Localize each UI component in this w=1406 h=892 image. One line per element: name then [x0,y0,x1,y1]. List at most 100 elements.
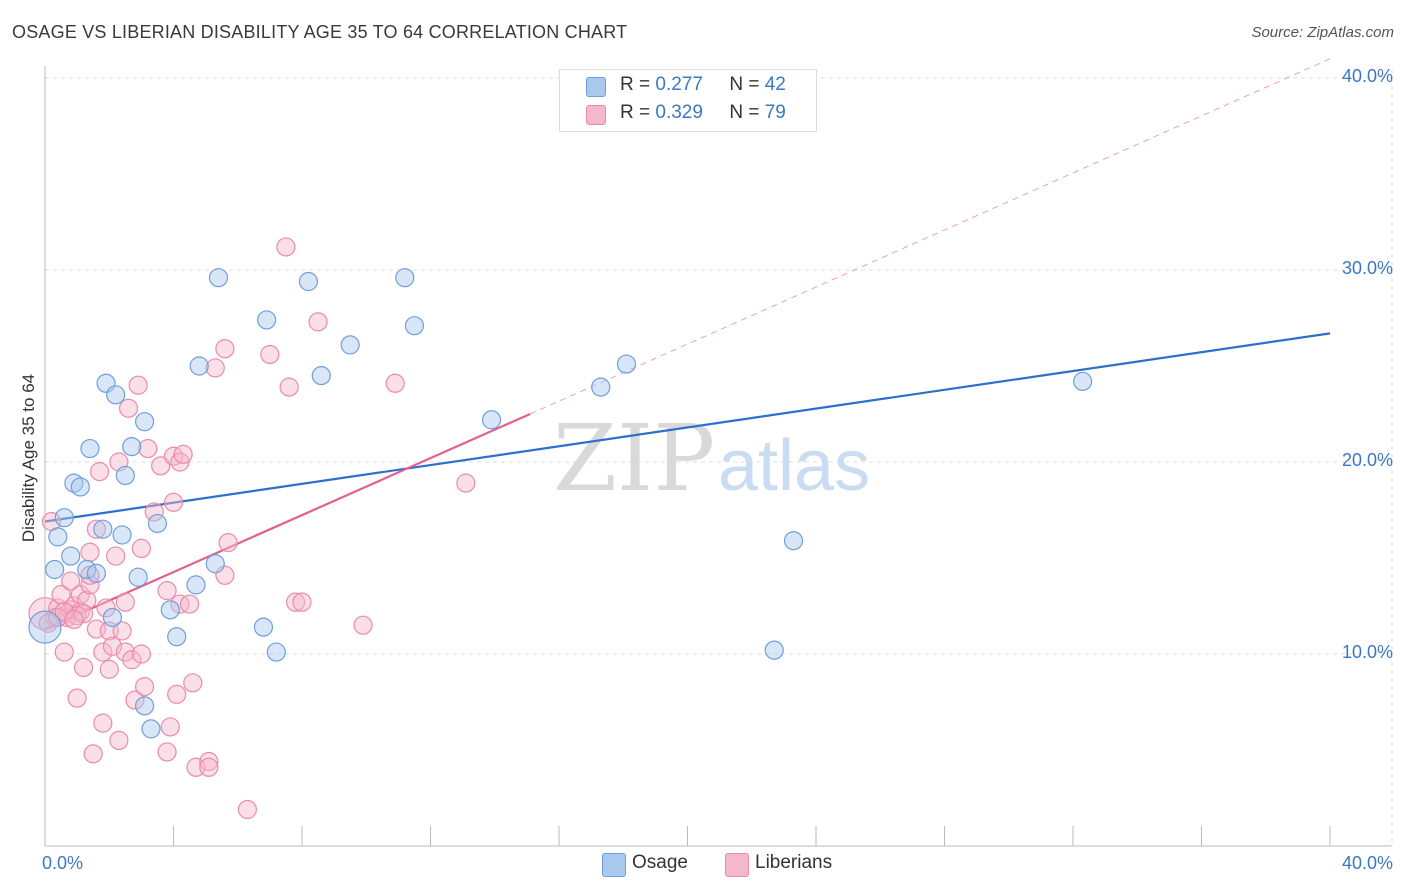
osage-point [141,719,161,739]
osage-point [257,310,277,330]
liberian-point [28,597,62,631]
liberian-point [80,542,100,562]
liberian-point [144,502,164,522]
liberian-point [170,594,190,614]
osage-point [45,559,65,580]
liberian-point [131,644,151,664]
liberian-point [157,742,177,762]
liberian-point [38,613,58,633]
liberian-point [173,444,193,464]
liberian-point [83,744,103,764]
liberian-point [67,688,87,708]
liberians-legend-label: Liberians [755,852,833,873]
liberian-point [163,492,184,512]
watermark: ZIP atlas [553,405,870,512]
osage-point [54,508,74,528]
legend: R = 0.277 N = 42 R = 0.329 N = 79 [559,69,817,132]
liberian-point [61,571,81,591]
liberian-point [134,677,155,697]
osage-point [186,575,206,595]
liberian-trend-extension [529,58,1331,415]
liberian-point [456,473,476,493]
liberian-point [109,730,129,751]
liberian-point [170,452,190,472]
osage-point [128,567,148,587]
liberian-point [215,339,235,359]
liberians-r-value: 0.329 [655,102,703,123]
osage-swatch [586,77,606,97]
osage-point [167,627,187,647]
osage-point [266,642,286,662]
osage-point [112,525,132,545]
liberians-swatch [586,105,606,125]
liberian-point [205,358,225,378]
osage-r-value: 0.277 [655,74,703,95]
osage-point [61,546,81,566]
osage-point [189,356,209,376]
liberian-point [157,581,177,601]
osage-point [115,465,135,486]
x-tick-labels: 0.0% 40.0% [42,853,1393,873]
liberian-point [93,713,113,733]
osage-point [160,600,180,620]
liberian-point [199,757,219,777]
osage-point [106,385,126,405]
legend-n-label: N = [729,102,760,123]
osage-point [395,268,415,288]
source-label: Source: ZipAtlas.com [1251,24,1394,41]
liberian-point [96,598,116,618]
osage-legend-label: Osage [632,852,688,873]
liberian-point [125,690,145,710]
y-tick-label: 30.0% [1342,258,1393,278]
liberian-point [54,642,74,662]
osage-point [340,335,360,355]
liberian-point [279,377,299,397]
liberian-point [54,602,74,622]
y-axis-label: Disability Age 35 to 64 [19,374,38,542]
liberian-point [276,237,296,257]
osage-point [205,554,225,574]
grid-lines [45,70,1393,846]
osage-point [253,617,274,637]
liberian-point [128,375,148,395]
legend-n-label: N = [729,74,760,95]
osage-point [591,377,611,397]
liberian-point [160,717,180,737]
y-tick-labels: 10.0% 20.0% 30.0% 40.0% [1342,66,1393,662]
liberian-point [112,621,132,641]
osage-point [134,696,155,716]
liberian-point [292,592,312,612]
osage-point [616,354,637,374]
osage-point [134,412,155,432]
liberian-point [151,456,171,476]
liberian-point [90,462,110,482]
liberian-point [183,673,203,693]
liberian-point [218,533,238,553]
liberian-point [353,615,373,635]
liberian-point [179,594,200,614]
liberian-point [118,398,139,418]
osage-point [298,271,319,292]
osage-point [311,366,331,386]
osage-point [147,513,168,534]
liberians-swatch [725,853,749,877]
osage-point [481,410,502,430]
liberian-point [86,519,107,539]
osage-point [80,438,100,459]
osage-point [28,610,62,644]
x-tick-label: 0.0% [42,853,83,873]
liberian-point [385,373,405,393]
liberian-point [73,657,94,678]
osage-point [77,559,97,580]
legend-r-label: R = [620,74,651,95]
liberian-point [115,592,135,612]
liberian-point [260,344,280,365]
osage-point [48,527,68,547]
osage-trend-line [44,332,1331,523]
liberian-point [199,751,219,772]
x-tick-label: 40.0% [1342,853,1393,873]
liberian-point [99,659,119,679]
liberian-point [308,312,328,332]
liberian-point [115,642,135,662]
